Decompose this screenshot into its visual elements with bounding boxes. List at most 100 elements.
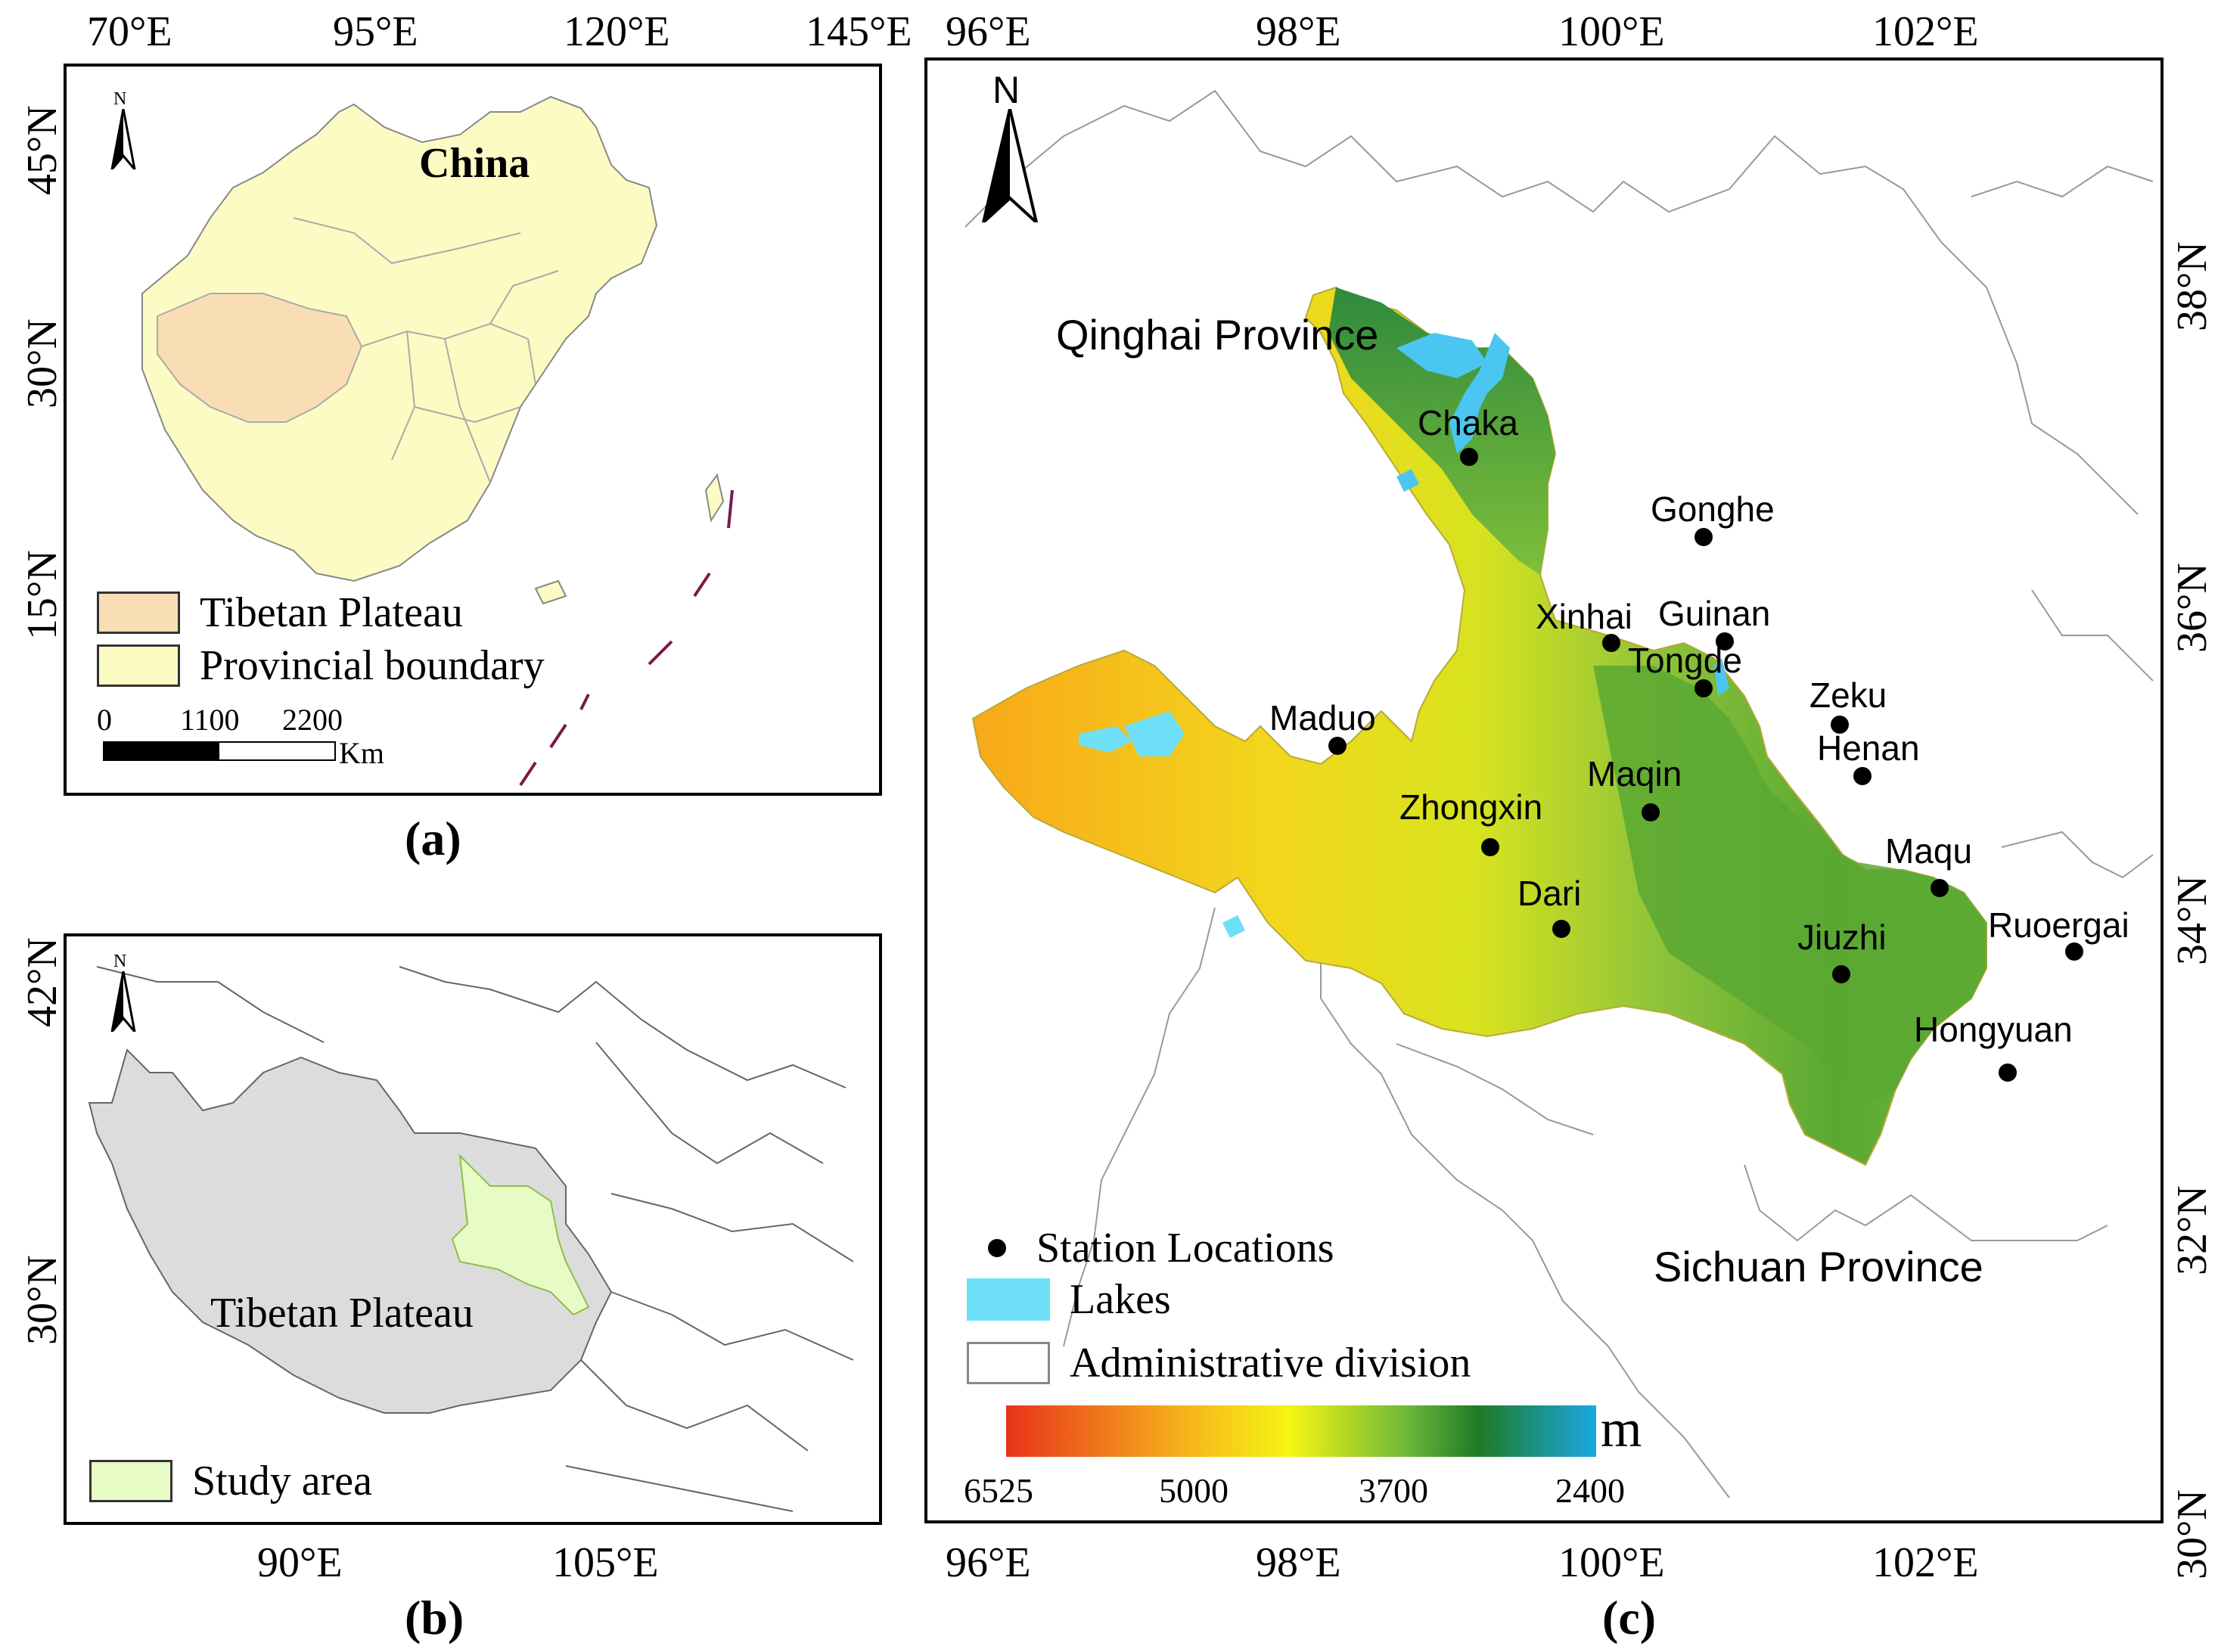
station-label-zeku: Zeku [1809, 675, 1887, 715]
station-label-chaka: Chaka [1418, 403, 1518, 442]
north-arrow-b: N [104, 952, 142, 1035]
legend-tibetan-plateau: Tibetan Plateau [97, 588, 463, 637]
sichuan-province-label: Sichuan Province [1654, 1243, 1983, 1290]
station-point-dari [1552, 920, 1570, 938]
panel-c-map: Qinghai Province Sichuan Province N Chak… [924, 57, 2164, 1523]
tibetan-plateau-label: Tibetan Plateau [210, 1290, 474, 1337]
north-arrow-icon [110, 109, 136, 169]
lat-tick-42: 42°N [19, 937, 66, 1027]
lon-tick-95: 95°E [333, 8, 418, 55]
panel-b-map: N Tibetan Plateau Study area [64, 933, 882, 1525]
lat-tick-32: 32°N [2169, 1185, 2216, 1275]
lon-tick-145: 145°E [806, 8, 912, 55]
study-area-map [965, 89, 2154, 1498]
north-arrow-icon [981, 109, 1039, 222]
north-label: N [113, 89, 127, 109]
station-point-zhongxin [1481, 838, 1499, 856]
caption-a: (a) [405, 812, 461, 865]
elevation-unit: m [1601, 1400, 1642, 1458]
station-point-maqu [1931, 879, 1949, 897]
legend-label-study-area: Study area [192, 1458, 372, 1504]
legend-administrative-division: Administrative division [967, 1339, 1471, 1387]
station-point-zeku [1831, 716, 1849, 734]
station-label-guinan: Guinan [1658, 594, 1771, 633]
station-point-xinhai [1602, 634, 1620, 652]
station-point-henan [1853, 767, 1872, 785]
lat-tick-30: 30°N [19, 318, 66, 408]
china-map [141, 95, 734, 787]
caption-b: (b) [405, 1591, 464, 1644]
scale-bar: 0 1100 2200 Km [97, 702, 384, 770]
lon-tick-90: 90°E [257, 1539, 343, 1586]
legend-label-provincial-boundary: Provincial boundary [200, 642, 545, 689]
legend-swatch-admin [967, 1342, 1050, 1384]
north-label-b: N [113, 952, 127, 971]
legend-swatch-provincial-boundary [97, 644, 180, 687]
station-point-hongyuan [1999, 1064, 2017, 1082]
station-point-gonghe [1694, 528, 1713, 546]
caption-c: (c) [1602, 1591, 1657, 1644]
lon-tick-100-top: 100°E [1558, 8, 1665, 55]
lon-tick-102-top: 102°E [1872, 8, 1979, 55]
station-label-gonghe: Gonghe [1651, 489, 1775, 529]
north-arrow-icon [110, 971, 136, 1032]
legend-swatch-study-area [89, 1460, 172, 1502]
lat-tick-34: 34°N [2169, 875, 2216, 965]
station-point-chaka [1460, 448, 1478, 466]
station-label-tongde: Tongde [1628, 641, 1742, 680]
legend-swatch-tibetan-plateau [97, 592, 180, 634]
elevation-label-6525: 6525 [964, 1471, 1033, 1510]
legend-study-area: Study area [89, 1457, 372, 1505]
map-title: China [419, 140, 530, 187]
station-point-tongde [1694, 679, 1713, 697]
lat-tick-38: 38°N [2169, 241, 2216, 331]
lat-tick-36: 36°N [2169, 563, 2216, 653]
station-label-maduo: Maduo [1269, 698, 1376, 738]
legend-label-administrative-division: Administrative division [1070, 1340, 1471, 1386]
lat-tick-45: 45°N [19, 105, 66, 195]
station-label-ruoergai: Ruoergai [1988, 905, 2129, 945]
scale-label-0: 0 [97, 703, 112, 737]
qinghai-province-label: Qinghai Province [1056, 311, 1379, 359]
lon-tick-105: 105°E [552, 1539, 659, 1586]
elevation-label-3700: 3700 [1359, 1471, 1428, 1510]
lon-tick-100-bottom: 100°E [1558, 1539, 1665, 1586]
lon-tick-96-top: 96°E [946, 8, 1031, 55]
elevation-label-2400: 2400 [1555, 1471, 1625, 1510]
station-point-ruoergai [2065, 942, 2083, 961]
station-point-jiuzhi [1832, 965, 1850, 983]
scale-label-1100: 1100 [180, 703, 240, 737]
lon-tick-98-bottom: 98°E [1256, 1539, 1341, 1586]
legend-station-locations: Station Locations [988, 1224, 1334, 1272]
scale-bar-white [218, 741, 336, 761]
lon-tick-98-top: 98°E [1256, 8, 1341, 55]
north-arrow: N [104, 89, 142, 172]
scale-label-2200: 2200 [282, 703, 343, 737]
legend-provincial-boundary: Provincial boundary [97, 641, 545, 690]
scale-unit: Km [339, 736, 384, 770]
station-label-maqin: Maqin [1587, 754, 1682, 793]
panel-a-map: China N Tibetan Plateau Provincial bound… [64, 64, 882, 796]
station-label-hongyuan: Hongyuan [1914, 1010, 2073, 1049]
lat-tick-15: 15°N [19, 550, 66, 640]
station-label-jiuzhi: Jiuzhi [1797, 918, 1887, 957]
legend-swatch-lakes [967, 1278, 1050, 1321]
legend-label-lakes: Lakes [1070, 1276, 1171, 1323]
scale-bar-black [103, 741, 221, 761]
legend-station-point [988, 1239, 1006, 1257]
station-point-maduo [1328, 737, 1347, 755]
station-label-zhongxin: Zhongxin [1399, 787, 1543, 827]
lat-tick-30b: 30°N [19, 1255, 66, 1345]
station-label-dari: Dari [1517, 874, 1582, 913]
lat-tick-30c: 30°N [2169, 1489, 2216, 1579]
lon-tick-120: 120°E [564, 8, 670, 55]
station-label-henan: Henan [1817, 728, 1920, 768]
north-label-c: N [992, 69, 1020, 111]
station-label-xinhai: Xinhai [1536, 597, 1632, 636]
lon-tick-96-bottom: 96°E [946, 1539, 1031, 1586]
legend-label-station-locations: Station Locations [1036, 1225, 1334, 1272]
legend-label-tibetan-plateau: Tibetan Plateau [200, 589, 463, 636]
station-label-maqu: Maqu [1885, 831, 1973, 871]
lon-tick-102-bottom: 102°E [1872, 1539, 1979, 1586]
plateau-map [88, 966, 854, 1512]
